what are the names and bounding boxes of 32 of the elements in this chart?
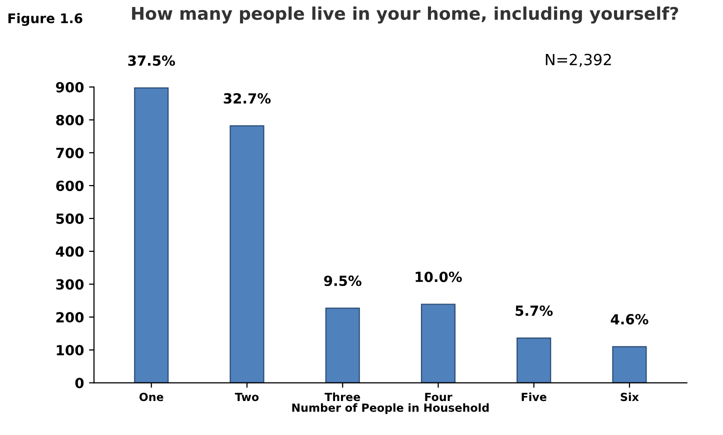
bar [325,308,360,383]
y-tick-label: 800 [56,114,84,126]
y-tick-label: 400 [56,246,84,257]
x-tick-label: Two [234,392,259,402]
y-tick-label: 200 [56,312,84,323]
x-axis-title: Number of People in Household [292,403,489,414]
y-tick-label: 500 [56,213,84,224]
bar [230,125,264,383]
y-tick-label: 900 [56,82,84,92]
x-tick-label: Four [425,392,452,402]
x-tick-label: One [139,392,164,402]
annotation: 5.7% [516,305,553,316]
bar [516,338,552,383]
y-tick-label: 700 [56,148,84,158]
chart-title: How many people live in your home, including yourself? [132,6,678,24]
annotation: 37.5% [128,55,176,66]
y-tick-label: 300 [56,279,84,290]
annotation: 10.0% [416,272,462,282]
bar [134,87,169,383]
caption: Figure 1.6 [8,13,82,26]
y-tick-label: 100 [56,344,84,356]
annotation: 32.7% [224,93,271,104]
x-tick-label: Three [324,392,360,402]
y-tick-label: 0 [75,378,84,388]
bar [420,304,456,383]
text: N=2,392 [546,54,611,67]
bar [612,346,647,383]
y-tick-label: 600 [56,180,84,192]
annotation: 9.5% [324,276,362,286]
x-tick-label: Six [620,392,639,402]
annotation: 4.6% [610,314,648,325]
x-tick-label: Five [522,392,546,402]
